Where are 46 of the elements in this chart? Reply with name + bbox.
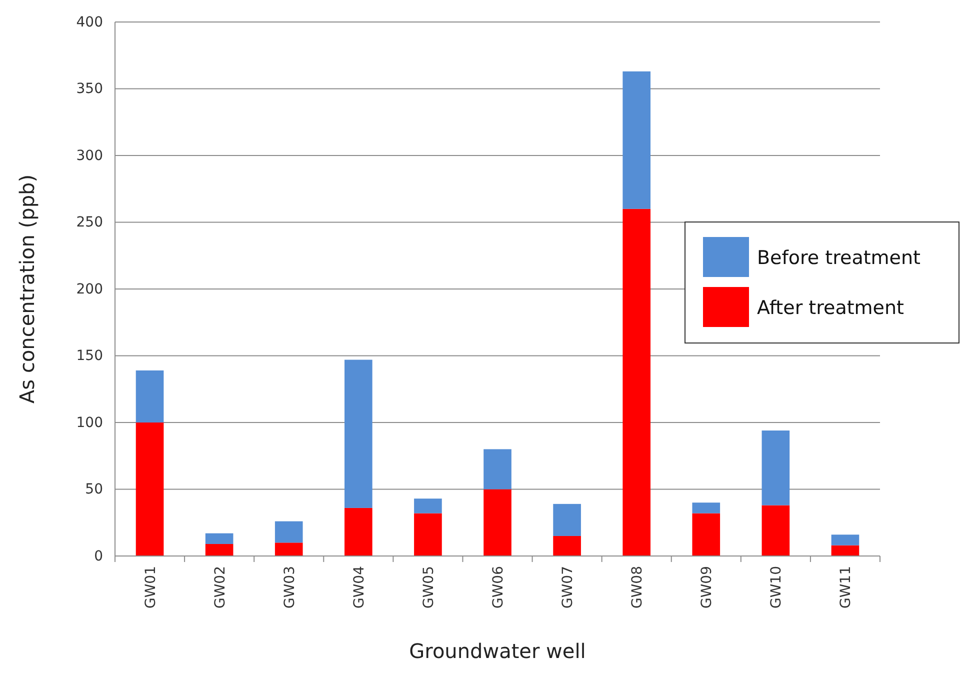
y-tick-label: 100: [76, 414, 103, 431]
bar: [622, 208, 650, 556]
bar: [484, 489, 512, 556]
y-tick-label: 400: [76, 14, 103, 30]
bar: [205, 544, 234, 556]
bar: [762, 505, 790, 556]
bar: [692, 513, 720, 556]
bar: [274, 542, 303, 556]
y-axis-title: As concentration (ppb): [15, 174, 39, 404]
legend-label: After treatment: [757, 297, 904, 319]
bar: [274, 521, 303, 543]
bar: [762, 430, 790, 506]
x-axis-title: Groundwater well: [409, 639, 586, 663]
bar: [831, 534, 860, 546]
x-tick-label: GW06: [490, 566, 506, 609]
bar: [344, 508, 372, 556]
x-tick-label: GW11: [838, 566, 854, 609]
y-tick-label: 300: [76, 148, 103, 164]
x-tick-label: GW08: [630, 566, 646, 609]
bar: [484, 449, 512, 490]
y-tick-label: 50: [85, 482, 103, 498]
x-tick-label: GW04: [351, 566, 368, 609]
x-tick-label: GW01: [142, 566, 159, 609]
bar: [553, 504, 581, 536]
x-tick-label: GW03: [282, 566, 298, 609]
y-tick-label: 350: [76, 81, 103, 98]
bar: [692, 502, 720, 514]
y-tick-label: 150: [76, 348, 103, 364]
bar: [414, 513, 442, 556]
legend-label: Before treatment: [757, 247, 920, 269]
x-tick-label: GW07: [560, 566, 576, 609]
x-tick-label: GW02: [212, 566, 228, 609]
bar: [205, 533, 234, 544]
x-tick-label: GW09: [699, 566, 716, 609]
bar: [414, 498, 442, 514]
y-tick-label: 250: [76, 214, 103, 231]
bar: [136, 370, 164, 422]
bar: [831, 545, 860, 556]
y-tick-label: 0: [94, 548, 103, 564]
bar: [622, 71, 650, 209]
x-tick-label: GW10: [768, 566, 785, 609]
y-tick-label: 200: [76, 281, 103, 298]
bar: [553, 536, 581, 556]
x-tick-label: GW05: [420, 566, 437, 609]
bar: [344, 360, 372, 508]
bar: [136, 422, 164, 556]
